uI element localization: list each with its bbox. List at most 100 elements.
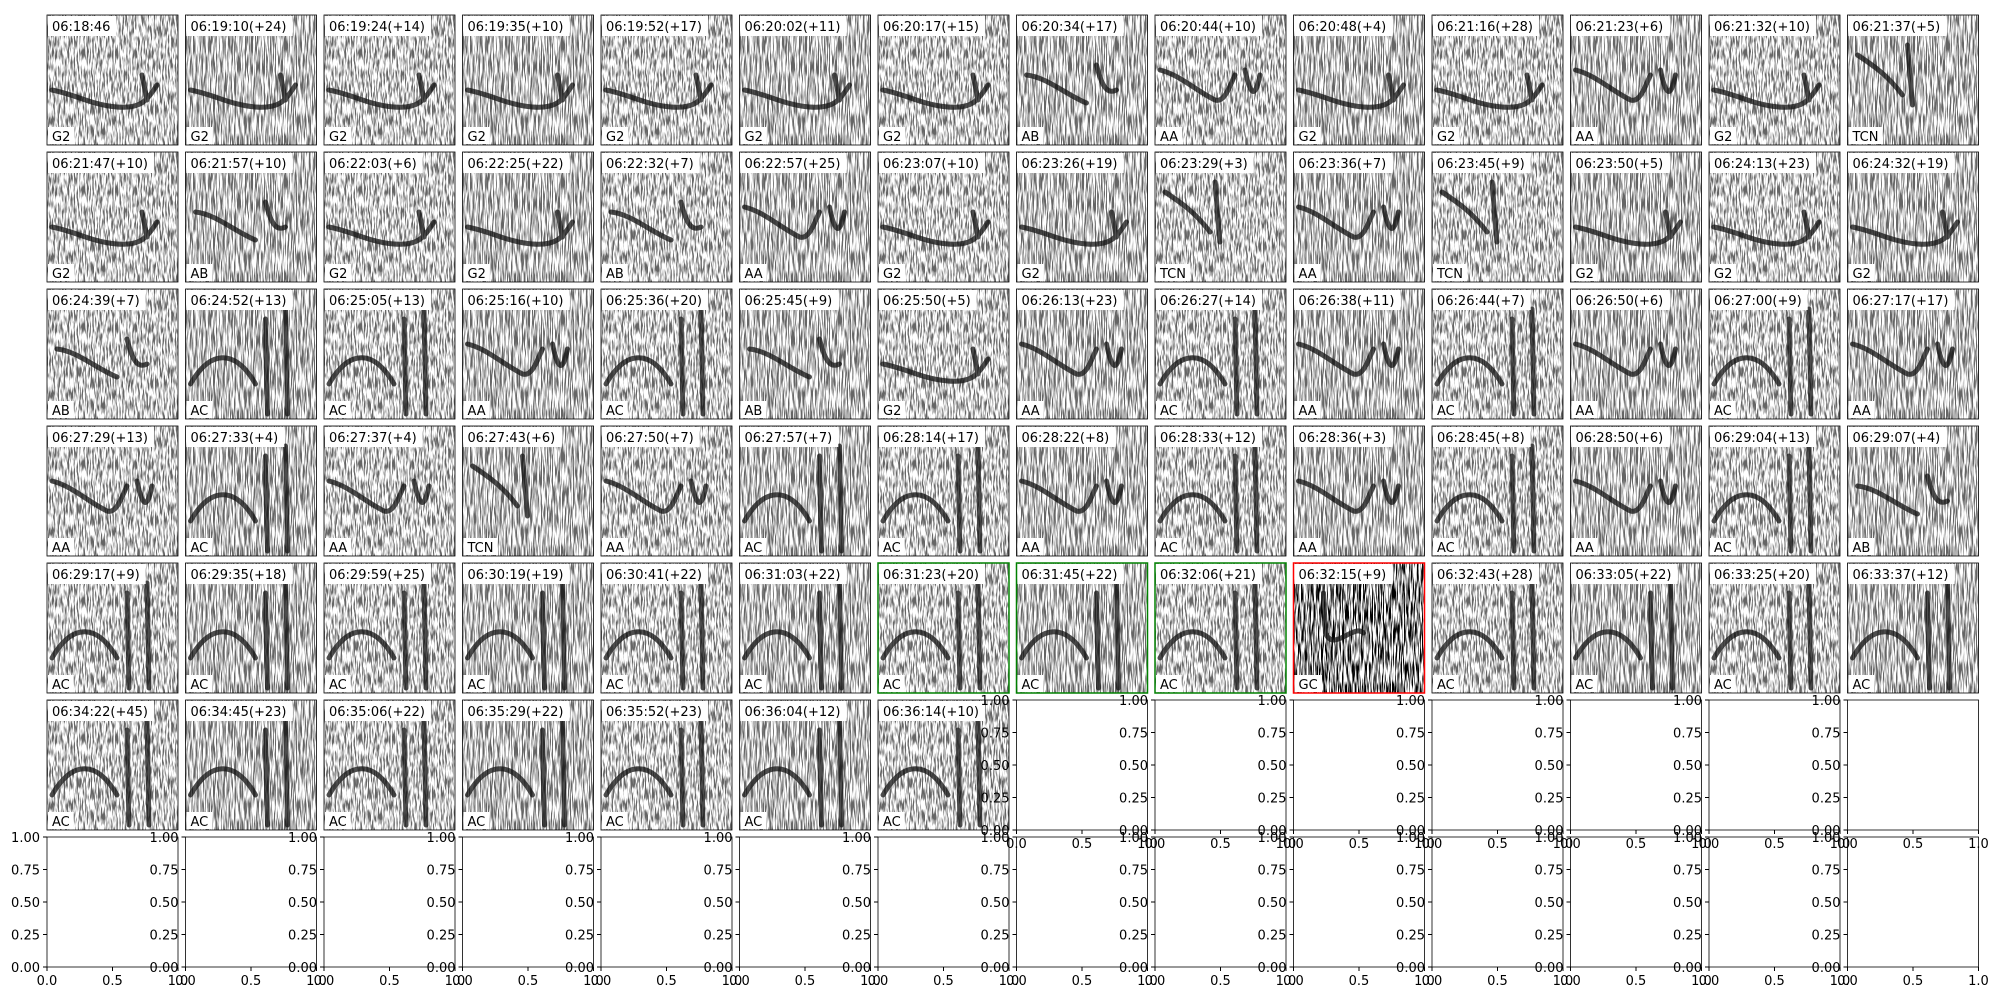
title-background bbox=[1294, 290, 1401, 310]
label-background bbox=[1156, 538, 1182, 555]
y-tick-label: 0.50 bbox=[1119, 896, 1148, 911]
panel-label: AB bbox=[606, 267, 624, 282]
panel-frame bbox=[1847, 14, 1979, 146]
spectrogram-panel: 06:33:37(+12) AC bbox=[1847, 562, 1979, 694]
panel-label: AC bbox=[1853, 678, 1871, 693]
spectrogram-call bbox=[1157, 306, 1260, 417]
panel-label: AC bbox=[883, 678, 901, 693]
empty-axes: 0.000.250.500.751.000.0 0.5 1.0 bbox=[1673, 831, 1850, 989]
label-background bbox=[1017, 538, 1044, 555]
x-tick-label: 0.5 bbox=[1072, 837, 1093, 852]
spectrogram-panel: 06:27:43(+6) TCN bbox=[462, 425, 594, 557]
spectrogram-panel: 06:22:03(+6) G2 bbox=[323, 151, 456, 283]
panel-label: AC bbox=[191, 541, 209, 556]
spectrogram-call bbox=[465, 341, 570, 377]
panel-title: 06:23:45(+9) bbox=[1437, 157, 1525, 172]
y-tick-label: 0.50 bbox=[150, 896, 179, 911]
spectrogram-call bbox=[1157, 443, 1260, 554]
spectrogram-noise bbox=[1432, 289, 1563, 419]
y-tick-label: 1.00 bbox=[1119, 831, 1148, 846]
spectrogram-panel: 06:20:02(+11) G2 bbox=[739, 14, 871, 146]
spectrogram-panel: 06:27:29(+13) AA bbox=[46, 425, 179, 557]
panel-label: AA bbox=[1853, 404, 1871, 419]
panel-frame bbox=[1570, 14, 1702, 146]
panel-label: AA bbox=[1299, 267, 1317, 282]
spectrogram-noise bbox=[1432, 426, 1563, 556]
spectrogram-panel: 06:23:36(+7) AA bbox=[1293, 151, 1425, 283]
panel-label: AB bbox=[1853, 541, 1871, 556]
panel-title: 06:28:50(+6) bbox=[1576, 431, 1664, 446]
spectrogram-noise bbox=[47, 563, 178, 693]
panel-frame bbox=[1847, 562, 1979, 694]
panel-label: AC bbox=[606, 815, 624, 830]
panel-label: AC bbox=[1576, 678, 1594, 693]
y-tick-label: 1.00 bbox=[1673, 694, 1702, 709]
panel-label: AA bbox=[1022, 541, 1040, 556]
y-tick-label: 0.25 bbox=[981, 792, 1010, 807]
spectrogram-call bbox=[880, 443, 983, 554]
panel-frame bbox=[46, 14, 179, 146]
panel-label: AC bbox=[52, 678, 70, 693]
x-tick-label: 0.5 bbox=[1487, 837, 1508, 852]
spectrogram-panel: 06:26:38(+11) AA bbox=[1293, 288, 1425, 420]
title-background bbox=[1156, 153, 1254, 173]
panel-title: 06:34:45(+23) bbox=[191, 705, 287, 720]
title-background bbox=[186, 290, 293, 310]
spectrogram-noise bbox=[1432, 152, 1563, 282]
panel-frame bbox=[1154, 288, 1287, 420]
label-background bbox=[463, 264, 490, 281]
title-background bbox=[1571, 427, 1670, 447]
panel-frame bbox=[1847, 151, 1979, 283]
panel-title: 06:19:35(+10) bbox=[468, 20, 564, 35]
spectrogram-panel: 06:32:06(+21) AC bbox=[1154, 562, 1287, 694]
spectrogram-noise bbox=[1570, 426, 1702, 556]
title-background bbox=[1848, 153, 1955, 173]
panel-frame bbox=[739, 14, 871, 146]
spectrogram-call bbox=[1850, 341, 1955, 377]
spectrogram-noise bbox=[324, 563, 455, 693]
spectrogram-panel: 06:27:57(+7) AC bbox=[739, 425, 871, 557]
x-tick-label: 0.0 bbox=[868, 974, 889, 989]
spectrogram-noise bbox=[47, 152, 178, 282]
y-tick-label: 0.75 bbox=[981, 727, 1010, 742]
title-background bbox=[1017, 16, 1124, 36]
title-background bbox=[1433, 564, 1539, 584]
title-background bbox=[1710, 16, 1816, 36]
spectrogram-call bbox=[1024, 62, 1119, 106]
panel-label: TCN bbox=[467, 541, 494, 556]
spectrogram-panel: 06:26:50(+6) AA bbox=[1570, 288, 1702, 420]
title-background bbox=[1848, 564, 1955, 584]
panel-label: AC bbox=[191, 678, 209, 693]
spectrogram-panel: 06:22:32(+7) AB bbox=[600, 151, 733, 283]
label-background bbox=[1710, 538, 1736, 555]
y-tick-label: 0.00 bbox=[1119, 824, 1148, 839]
y-tick-label: 0.25 bbox=[150, 929, 179, 944]
spectrogram-call bbox=[465, 72, 575, 110]
y-tick-label: 0.00 bbox=[1812, 961, 1841, 976]
x-tick-label: 0.0 bbox=[1837, 974, 1858, 989]
y-tick-label: 0.75 bbox=[1258, 727, 1287, 742]
panel-frame bbox=[600, 425, 733, 557]
spectrogram-noise bbox=[878, 152, 1009, 282]
spectrogram-noise bbox=[1432, 15, 1563, 145]
x-tick-label: 0.5 bbox=[1072, 974, 1093, 989]
y-tick-label: 0.25 bbox=[1535, 929, 1564, 944]
panel-title: 06:27:50(+7) bbox=[606, 431, 694, 446]
label-background bbox=[186, 812, 213, 829]
panel-title: 06:34:22(+45) bbox=[52, 705, 148, 720]
label-background bbox=[1848, 401, 1875, 418]
panel-title: 06:35:29(+22) bbox=[468, 705, 564, 720]
y-tick-label: 1.00 bbox=[150, 831, 179, 846]
panel-frame bbox=[185, 699, 317, 831]
x-tick-label: 0.5 bbox=[1626, 974, 1647, 989]
title-background bbox=[1710, 564, 1816, 584]
empty-axes: 0.000.250.500.751.000.0 0.5 1.0 bbox=[1119, 694, 1296, 852]
spectrogram-call bbox=[188, 72, 298, 110]
panel-frame bbox=[1431, 14, 1564, 146]
x-tick-label: 0.0 bbox=[1006, 974, 1027, 989]
spectrogram-panel: 06:29:07(+4) AB bbox=[1847, 425, 1979, 557]
panel-frame bbox=[1292, 562, 1426, 694]
panel-label: G2 bbox=[745, 130, 763, 145]
label-background bbox=[1433, 264, 1467, 281]
title-background bbox=[463, 153, 570, 173]
